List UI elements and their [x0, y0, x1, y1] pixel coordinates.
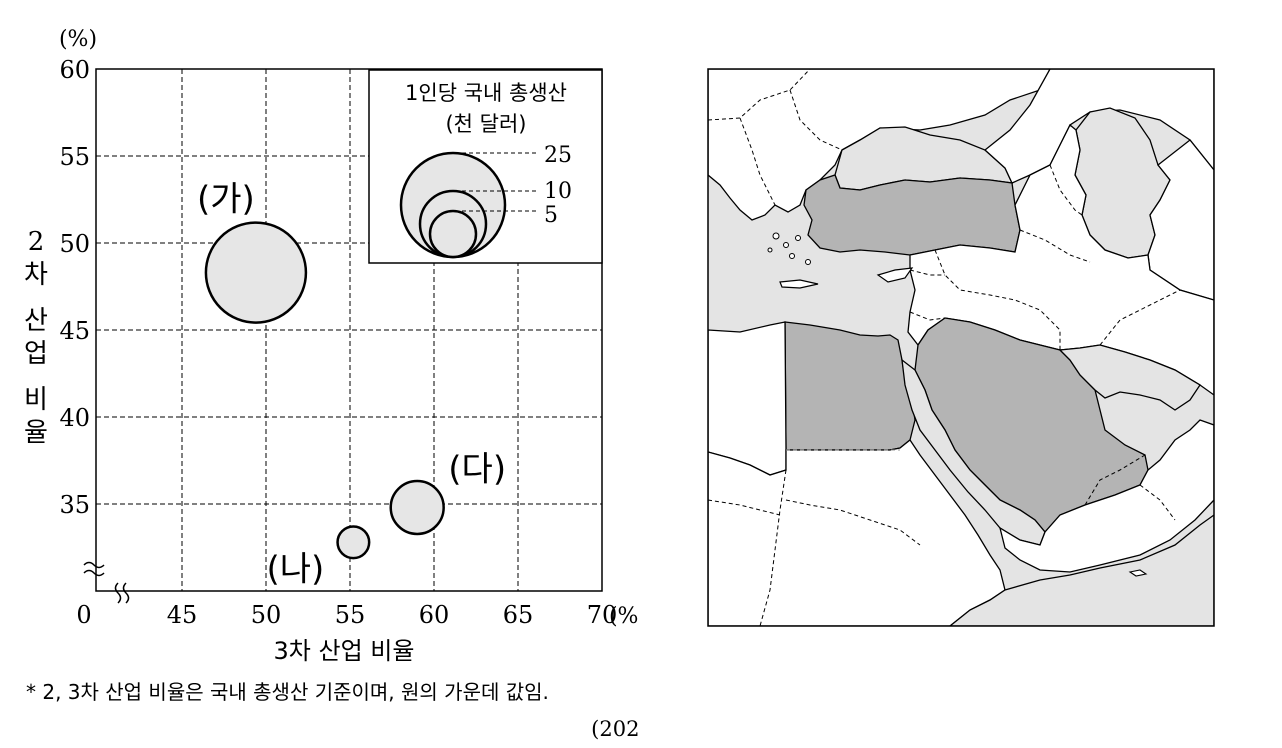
- axis-break-mark: [83, 561, 130, 604]
- map-frame: [707, 68, 1215, 627]
- y-tick-label: 50: [59, 230, 90, 258]
- x-tick-label: 55: [335, 601, 366, 629]
- x-unit-label: (%): [609, 604, 640, 629]
- map-black-sea: [834, 126, 1014, 191]
- x-tick-labels: 0 45 50 55 60 65 70: [76, 601, 617, 629]
- x-tick-label: 65: [503, 601, 534, 629]
- map-sea: [708, 69, 1214, 626]
- bubble-point: [389, 479, 445, 536]
- y-tick-label: 40: [59, 404, 90, 432]
- bubble-point: [336, 525, 371, 560]
- map-land-central-asia: [1147, 139, 1214, 301]
- bubble-label: (가): [197, 180, 255, 220]
- map-country-saudi-arabia: [914, 317, 1149, 533]
- bubble-label: (나): [266, 549, 324, 589]
- size-legend-unit: (천 달러): [445, 112, 526, 136]
- y-tick-label: 60: [59, 56, 90, 84]
- x-tick-label: 60: [419, 601, 450, 629]
- size-legend-title: 1인당 국내 총생산: [405, 81, 567, 105]
- svg-text:차: 차: [24, 260, 48, 290]
- map-aegean-islands: [767, 232, 811, 265]
- map-caspian-sea: [1074, 107, 1171, 259]
- map-red-sea: [901, 358, 1046, 546]
- map-arabian-sea: [948, 514, 1214, 626]
- svg-text:업: 업: [24, 339, 48, 369]
- svg-text:2: 2: [28, 227, 45, 257]
- map-land-caucasus: [983, 69, 1214, 184]
- bubble-label: (다): [448, 449, 506, 489]
- plot-frame: [95, 68, 603, 592]
- bubble-labels: (가) (나) (다): [197, 180, 506, 590]
- y-tick-label: 35: [59, 491, 90, 519]
- x-tick-label: 70: [587, 601, 618, 629]
- size-legend-entry-25: 25: [544, 143, 572, 168]
- size-legend-entry-10: 10: [544, 179, 572, 204]
- size-legend: 1인당 국내 총생산 (천 달러) 25 10 5: [368, 69, 603, 264]
- map-island-socotra: [1128, 569, 1148, 577]
- footnote: * 2, 3차 산업 비율은 국내 총생산 기준이며, 원의 가운데 값임.: [26, 680, 549, 704]
- svg-text:산: 산: [24, 306, 48, 336]
- map-land-europe: [708, 69, 1051, 221]
- year-label: (2021): [591, 717, 640, 741]
- y-tick-label: 55: [59, 143, 90, 171]
- map-persian-gulf: [1058, 344, 1201, 411]
- map-land-libya: [708, 321, 787, 476]
- x-tick-label: 45: [167, 601, 198, 629]
- map-island-cyprus: [876, 267, 914, 283]
- size-legend-entry-5: 5: [544, 203, 558, 228]
- y-tick-label: 45: [59, 317, 90, 345]
- map-country-egypt: [784, 321, 916, 451]
- y-tick-labels: 35 40 45 50 55 60: [59, 56, 90, 519]
- bubble-point: [204, 221, 308, 324]
- map-land-middle-east: [907, 123, 1214, 396]
- x-tick-label: 50: [251, 601, 282, 629]
- x-axis-label: 3차 산업 비율: [274, 637, 415, 665]
- map-land-yemen-oman: [998, 419, 1214, 573]
- map-country-turkey: [803, 174, 1021, 256]
- bubble-chart: 0 45 50 55 60 65 70 35 40 45 50 55 60 (%) (%) 2 차 산…: [24, 27, 640, 741]
- map-borders: [708, 69, 1181, 626]
- svg-text:비: 비: [24, 385, 48, 415]
- size-legend-circle-5: [428, 209, 478, 259]
- bubbles: [204, 221, 445, 560]
- map-island-crete: [779, 279, 819, 289]
- map-land-sudan: [708, 439, 1006, 626]
- y-axis-label: 2 차 산 업 비 율: [24, 227, 48, 448]
- y-unit-label: (%): [59, 27, 97, 52]
- svg-text:율: 율: [24, 418, 48, 448]
- x-tick-label: 0: [76, 601, 91, 629]
